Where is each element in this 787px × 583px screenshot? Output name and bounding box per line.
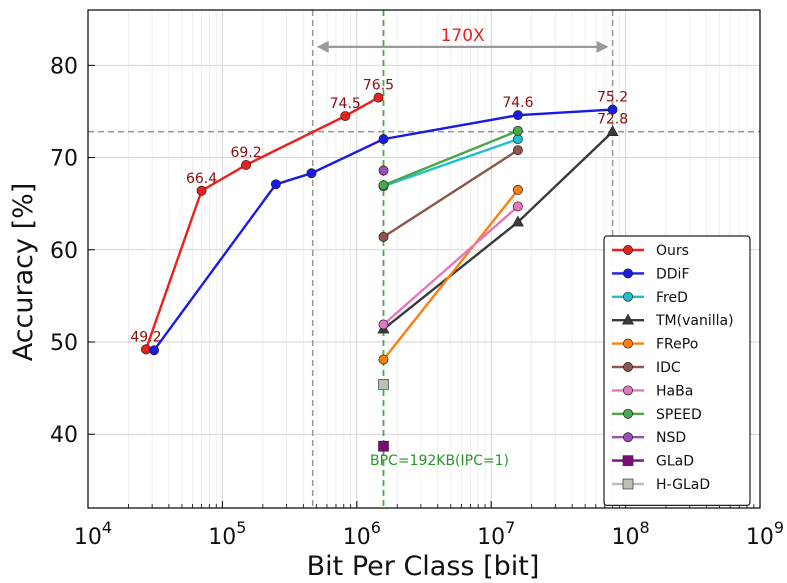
data-point-speed xyxy=(378,180,389,191)
data-point-tm-vanilla xyxy=(606,125,619,137)
data-labels: BPC=192KB(IPC=1) 170X 49.2 66.4 69.2 74.576.5… xyxy=(130,26,628,469)
legend-marker-haba xyxy=(623,385,633,396)
data-point-glad xyxy=(378,440,389,452)
data-label-ours: 66.4 xyxy=(186,171,217,187)
x-tick-exponent: 6 xyxy=(371,518,381,537)
x-tick-label: 106 xyxy=(343,518,381,550)
legend-marker-ours xyxy=(623,245,633,255)
series-line-haba xyxy=(382,205,519,326)
data-point-speed xyxy=(512,125,523,136)
data-label-tm-vanilla: 72.8 xyxy=(597,112,628,128)
legend-label-fred: FreD xyxy=(656,290,688,306)
legend-marker-speed xyxy=(623,408,633,419)
legend-label-h-glad: H-GLaD xyxy=(656,477,710,493)
series-line-tm-vanilla xyxy=(382,130,614,331)
legend-marker-glad xyxy=(622,455,634,466)
data-point-h-glad xyxy=(378,379,389,390)
data-label-ours: 49.2 xyxy=(130,329,161,345)
legend-label-nsd: NSD xyxy=(656,430,686,446)
x-tick-base: 10 xyxy=(343,525,371,550)
x-tick-label: 109 xyxy=(746,518,784,550)
x-tick-base: 10 xyxy=(208,525,236,550)
series-line-idc xyxy=(382,149,519,238)
y-tick-label: 60 xyxy=(50,239,78,264)
legend-marker-h-glad xyxy=(622,478,634,490)
legend-label-ddif: DDiF xyxy=(656,266,690,282)
data-label-ddif: 74.6 xyxy=(502,95,533,111)
ratio-arrow-head-right xyxy=(596,40,609,53)
legend-marker-idc xyxy=(623,362,633,372)
data-point-fred xyxy=(512,134,523,145)
x-tick-exponent: 4 xyxy=(102,518,112,537)
data-point-frepo xyxy=(378,354,389,365)
legend-marker-fred xyxy=(623,291,633,302)
data-point-nsd xyxy=(378,165,389,176)
data-point-ddif xyxy=(270,179,281,190)
data-label-ours: 76.5 xyxy=(363,78,394,94)
y-tick-label: 40 xyxy=(50,423,78,448)
x-tick-label: 108 xyxy=(612,518,650,550)
y-tick-label: 70 xyxy=(50,147,78,172)
data-point-haba xyxy=(378,319,389,330)
x-tick-base: 10 xyxy=(746,525,774,550)
ratio-label: 170X xyxy=(441,26,485,46)
data-point-haba xyxy=(512,201,523,212)
x-tick-label: 104 xyxy=(74,518,112,550)
legend-label-ours: Ours xyxy=(656,243,689,259)
data-point-ddif xyxy=(378,134,389,145)
legend-label-idc: IDC xyxy=(656,360,681,376)
data-point-tm-vanilla xyxy=(511,215,524,227)
data-point-ddif xyxy=(512,110,523,121)
legend: Ours DDiF FreD TM(vanilla) FRePo IDC HaBa SPEED… xyxy=(603,235,751,506)
series-line-ddif xyxy=(153,108,613,352)
legend-marker-ddif xyxy=(623,268,633,279)
data-point-ours xyxy=(373,92,384,103)
series-lines xyxy=(141,92,619,452)
y-tick-label: 80 xyxy=(50,54,78,79)
x-tick-exponent: 9 xyxy=(774,518,784,537)
data-label-ours: 74.5 xyxy=(330,96,361,112)
ipc-vline-label: BPC=192KB(IPC=1) xyxy=(370,453,509,469)
data-point-ddif xyxy=(607,104,618,115)
legend-label-frepo: FRePo xyxy=(656,337,698,353)
x-tick-base: 10 xyxy=(74,525,102,550)
x-tick-base: 10 xyxy=(477,525,505,550)
legend-label-glad: GLaD xyxy=(656,454,694,470)
plot-frame xyxy=(87,9,761,509)
y-axis-label: Accuracy [%] xyxy=(8,183,39,362)
data-point-ours xyxy=(241,159,252,170)
data-label-ours: 69.2 xyxy=(230,145,261,161)
data-point-frepo xyxy=(512,184,523,195)
y-tick-label: 50 xyxy=(50,331,78,356)
data-point-idc xyxy=(378,231,389,242)
data-label-ddif: 75.2 xyxy=(597,90,628,106)
legend-label-haba: HaBa xyxy=(656,383,693,399)
legend-marker-frepo xyxy=(623,338,633,349)
data-point-ours xyxy=(340,111,351,122)
series-line-fred xyxy=(383,137,519,188)
data-point-idc xyxy=(512,145,523,156)
data-point-ddif xyxy=(149,345,159,356)
legend-label-speed: SPEED xyxy=(656,407,702,423)
series-line-frepo xyxy=(382,189,519,361)
x-tick-exponent: 7 xyxy=(505,518,515,537)
x-tick-label: 107 xyxy=(477,518,515,550)
data-point-ours xyxy=(196,185,207,196)
x-tick-exponent: 5 xyxy=(236,518,246,537)
legend-marker-nsd xyxy=(623,432,633,443)
legend-marker-tm-vanilla xyxy=(621,313,635,325)
x-tick-exponent: 8 xyxy=(640,518,650,537)
x-axis-label: Bit Per Class [bit] xyxy=(307,551,540,582)
data-point-ddif xyxy=(306,168,317,179)
ratio-arrow-head-left xyxy=(316,40,329,53)
legend-label-tm-vanilla: TM(vanilla) xyxy=(655,313,734,329)
series-line-speed xyxy=(383,129,519,187)
x-tick-base: 10 xyxy=(612,525,640,550)
x-tick-label: 105 xyxy=(208,518,246,550)
